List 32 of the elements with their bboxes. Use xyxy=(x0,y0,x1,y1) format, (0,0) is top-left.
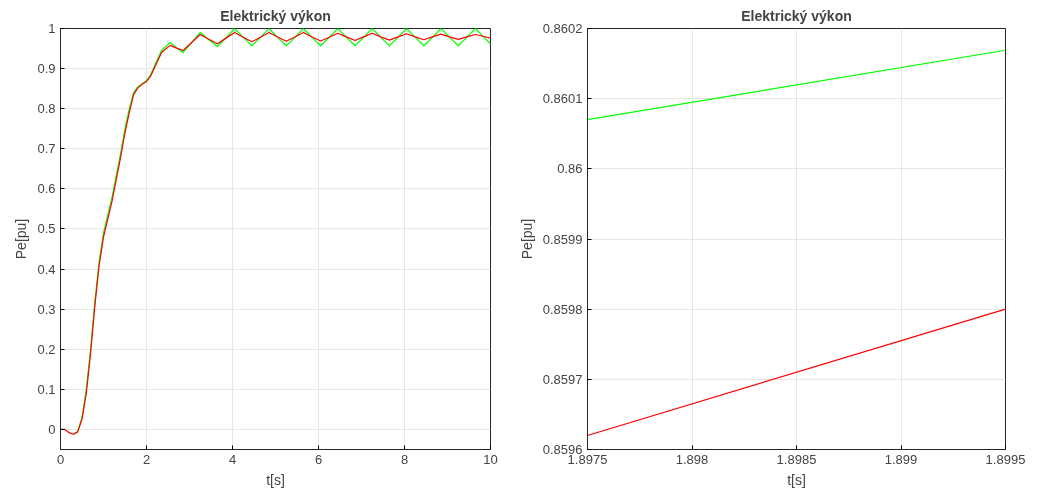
x-tick-label: 1.8985 xyxy=(776,451,817,467)
y-tick-label: 0.5 xyxy=(37,221,56,237)
y-tick-label: 0.6 xyxy=(37,181,56,197)
y-axis-title: Pe[pu] xyxy=(13,218,30,260)
chart-title: Elektrický výkon xyxy=(220,7,331,24)
y-tick-label: 0.8602 xyxy=(542,21,583,36)
y-tick-label: 0.8599 xyxy=(542,231,583,247)
y-tick-label: 0.7 xyxy=(37,141,56,157)
chart-title: Elektrický výkon xyxy=(741,7,852,24)
y-tick-label: 1 xyxy=(48,21,56,36)
y-tick-label: 0.8 xyxy=(37,101,56,117)
y-tick-label: 0.1 xyxy=(37,381,56,397)
x-tick-label: 10 xyxy=(483,451,498,467)
y-axis-title: Pe[pu] xyxy=(518,218,535,260)
x-axis-title: t[s] xyxy=(266,471,285,488)
y-tick-label: 0.8597 xyxy=(542,371,583,387)
y-tick-label: 0.86 xyxy=(557,161,583,177)
y-tick-label: 0.3 xyxy=(37,301,56,317)
x-tick-label: 1.8995 xyxy=(985,451,1026,467)
x-tick-label: 8 xyxy=(400,451,409,467)
y-tick-label: 0 xyxy=(48,421,56,437)
y-tick-label: 0.8598 xyxy=(542,301,583,317)
x-tick-label: 1.899 xyxy=(884,451,918,467)
y-tick-label: 0.4 xyxy=(37,261,56,277)
x-axis-title: t[s] xyxy=(787,471,806,488)
y-tick-label: 0.9 xyxy=(37,61,56,77)
y-tick-label: 0.2 xyxy=(37,341,56,357)
y-tick-label: 0.8601 xyxy=(542,91,583,107)
x-tick-label: 6 xyxy=(314,451,323,467)
x-tick-label: 2 xyxy=(142,451,151,467)
x-tick-label: 1.898 xyxy=(675,451,709,467)
x-tick-label: 4 xyxy=(228,451,237,467)
